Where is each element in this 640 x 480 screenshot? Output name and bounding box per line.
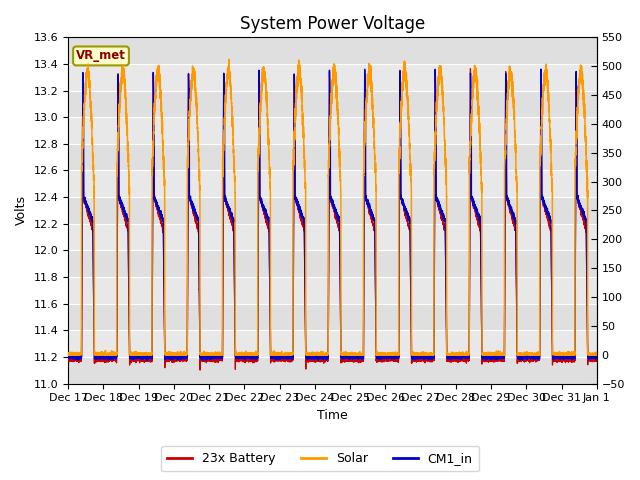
Y-axis label: Volts: Volts <box>15 195 28 226</box>
CM1_in <box>172 354 180 360</box>
Line: 23x Battery: 23x Battery <box>68 69 596 370</box>
23x Battery <box>64 357 72 363</box>
CM1_in <box>591 353 599 359</box>
Solar <box>262 96 270 101</box>
Bar <box>68 251 596 277</box>
23x Battery <box>196 367 204 373</box>
Solar <box>225 57 233 62</box>
23x Battery <box>177 357 185 363</box>
Bar <box>68 91 596 117</box>
Bar <box>68 144 596 170</box>
Bar <box>68 357 596 384</box>
Bar <box>68 37 596 64</box>
Solar <box>64 350 72 356</box>
Text: VR_met: VR_met <box>76 49 126 62</box>
23x Battery <box>591 357 599 362</box>
23x Battery <box>467 66 474 72</box>
23x Battery <box>481 358 488 363</box>
Legend: 23x Battery, Solar, CM1_in: 23x Battery, Solar, CM1_in <box>161 446 479 471</box>
23x Battery <box>172 357 179 362</box>
23x Battery <box>405 225 413 230</box>
CM1_in <box>537 66 545 72</box>
Bar <box>68 197 596 224</box>
CM1_in <box>177 356 185 362</box>
CM1_in <box>143 358 150 363</box>
CM1_in <box>405 217 413 223</box>
Bar <box>68 304 596 330</box>
Solar <box>177 352 185 358</box>
Line: Solar: Solar <box>68 60 596 355</box>
CM1_in <box>262 210 270 216</box>
CM1_in <box>481 355 488 360</box>
Solar <box>591 349 599 355</box>
23x Battery <box>593 358 600 364</box>
X-axis label: Time: Time <box>317 409 348 422</box>
Line: CM1_in: CM1_in <box>68 69 596 360</box>
Solar <box>593 352 600 358</box>
Solar <box>406 127 413 132</box>
CM1_in <box>593 353 600 359</box>
23x Battery <box>262 216 270 222</box>
Solar <box>65 352 72 358</box>
CM1_in <box>64 354 72 360</box>
Title: System Power Voltage: System Power Voltage <box>240 15 425 33</box>
Solar <box>481 351 488 357</box>
Solar <box>172 352 180 358</box>
